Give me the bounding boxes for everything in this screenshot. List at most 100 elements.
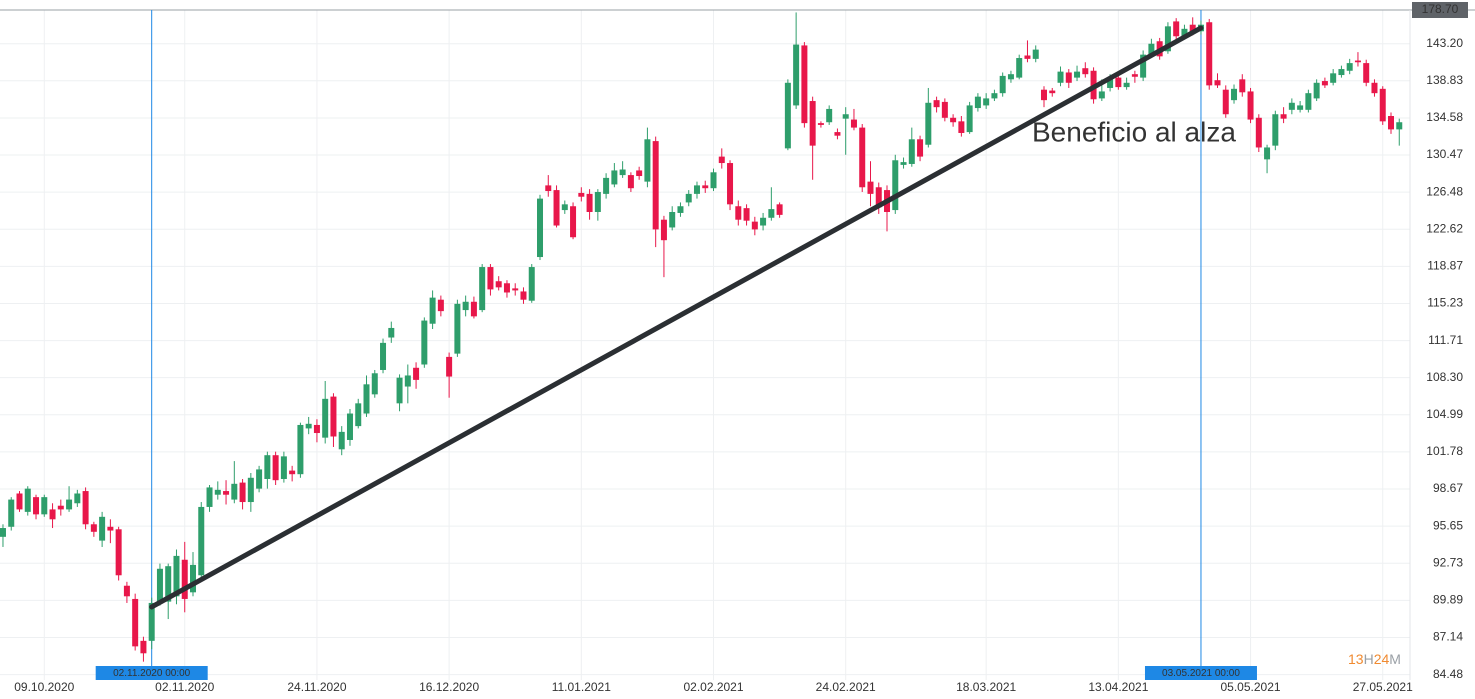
y-tick-label: 89.89 [1433,593,1463,607]
candle-body [1239,79,1246,93]
y-tick-label: 98.67 [1433,481,1463,495]
countdown-part: H [1364,651,1374,667]
candle-body [1396,122,1403,130]
candle-body [991,93,998,99]
candle-body [702,185,709,189]
candle-body [446,356,453,377]
y-tick-label: 138.83 [1426,73,1463,87]
y-tick-label: 87.14 [1433,630,1463,644]
candle-body [322,398,329,438]
candle-body [1115,77,1122,88]
marker-label: 03.05.2021 00:00 [1162,668,1240,679]
candle-body [107,526,114,531]
candle-body [974,96,981,109]
candle-body [1346,63,1353,71]
candle-body [8,499,15,527]
candle-body [999,75,1006,94]
candle-body [1272,114,1279,146]
x-tick-label: 18.03.2021 [956,680,1016,694]
candle-body [801,45,808,124]
annotation: Beneficio al alza [1032,116,1236,147]
candle-body [917,139,924,157]
candle-body [1321,81,1328,86]
candle-body [677,206,684,213]
candle-body [363,384,370,414]
candle-body [123,585,130,597]
candle-body [908,139,915,164]
x-tick-label: 02.11.2020 [155,680,214,694]
x-tick-label: 16.12.2020 [419,680,479,694]
candle-body [735,206,742,220]
candle-body [1387,116,1394,130]
candle-body [99,516,106,541]
marker-label: 02.11.2020 00:00 [113,668,191,679]
candle-body [305,423,312,429]
candle-body [933,100,940,108]
candle-body [611,170,618,185]
candle-body [1065,72,1072,83]
candle-body [0,528,6,537]
candle-body [570,206,577,238]
candle-body [1280,114,1287,119]
x-tick-label: 13.04.2021 [1088,680,1148,694]
candle-body [297,424,304,475]
candle-body [1040,89,1047,101]
candle-body [826,108,833,123]
candle-body [1189,24,1196,33]
candle-body [140,640,147,654]
candle-body [1140,54,1147,78]
candle-body [16,493,23,510]
candle-body [718,156,725,164]
y-tick-label: 95.65 [1433,518,1463,532]
candle-body [503,283,510,293]
candle-body [727,163,734,205]
candle-body [1255,117,1262,148]
candle-body [1354,60,1361,63]
candle-body [214,489,221,495]
candle-body [627,175,634,189]
candle-body [1379,88,1386,122]
candle-body [1148,43,1155,55]
candle-body [437,299,444,312]
candle-body [660,219,667,241]
candle-body [223,491,230,495]
candle-body [1181,28,1188,37]
candle-body [586,193,593,212]
candle-body [1264,147,1271,160]
candle-body [181,559,188,599]
candle-body [247,477,254,503]
candle-body [892,160,899,211]
candle-body [925,102,932,145]
candle-body [355,403,362,427]
marker-label-box [95,666,208,680]
candle-body [1057,71,1064,83]
candle-body [148,602,155,641]
countdown: 13H24M [1348,651,1401,667]
countdown-part: 13 [1348,651,1364,667]
candle-body [619,169,626,176]
countdown-part: M [1389,651,1401,667]
candle-body [1330,73,1337,83]
candle-body [983,98,990,106]
candle-body [793,44,800,106]
candle-body [495,281,502,288]
y-tick-label: 108.30 [1426,370,1463,384]
candle-body [1074,71,1081,78]
x-tick-label: 24.02.2021 [816,680,876,694]
candle-body [1164,26,1171,52]
candle-body [1363,63,1370,83]
candle-body [165,566,172,602]
y-tick-label: 101.78 [1426,444,1463,458]
candle-body [644,139,651,182]
candle-body [710,172,717,189]
candle-body [817,123,824,125]
candle-body [768,209,775,218]
candle-body [173,555,180,597]
candle-body [834,132,841,136]
candle-body [49,509,56,520]
candle-body [454,303,461,354]
candle-body [479,267,486,311]
marker-label-box [1144,666,1257,680]
candle-body [760,217,767,226]
